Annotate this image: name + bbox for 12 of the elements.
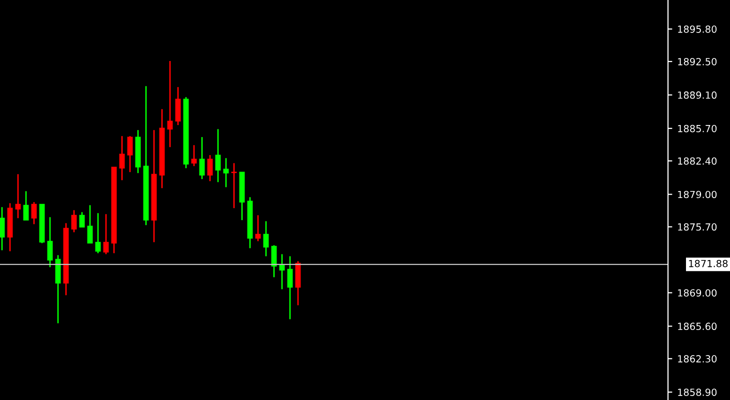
- y-tick-label: 1879.00: [678, 190, 717, 198]
- y-tick-label: 1865.60: [678, 322, 717, 330]
- y-tick-label: 1862.30: [678, 355, 717, 363]
- y-tick-label: 1892.50: [678, 58, 717, 66]
- ref-line-label: 1871.88: [689, 260, 728, 268]
- y-tick-label: 1895.80: [678, 26, 717, 33]
- y-tick-label: 1889.10: [678, 91, 717, 99]
- y-tick-label: 1858.90: [678, 388, 717, 396]
- y-tick-label: 1882.40: [678, 157, 717, 165]
- y-tick-label: 1885.70: [678, 124, 717, 132]
- y-tick-label: 1869.00: [678, 289, 717, 297]
- y-tick-label: 1875.70: [678, 223, 717, 231]
